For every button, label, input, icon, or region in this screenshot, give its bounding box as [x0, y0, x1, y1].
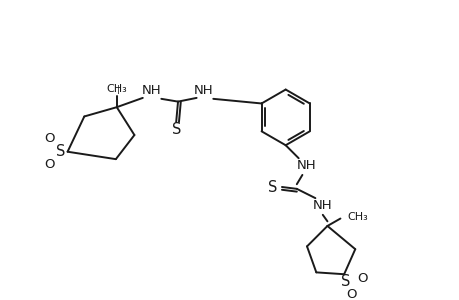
Text: S: S [268, 180, 277, 195]
Text: NH: NH [194, 84, 213, 97]
Text: S: S [56, 144, 66, 159]
Text: S: S [341, 274, 350, 289]
Text: CH₃: CH₃ [106, 84, 127, 94]
Text: S: S [172, 122, 181, 137]
Text: NH: NH [142, 84, 162, 97]
Text: O: O [357, 272, 367, 285]
Text: O: O [44, 158, 54, 171]
Text: CH₃: CH₃ [347, 212, 368, 222]
Text: NH: NH [312, 199, 332, 212]
Text: O: O [346, 288, 356, 300]
Text: O: O [44, 132, 54, 145]
Text: |: | [117, 85, 120, 94]
Text: NH: NH [296, 159, 315, 172]
